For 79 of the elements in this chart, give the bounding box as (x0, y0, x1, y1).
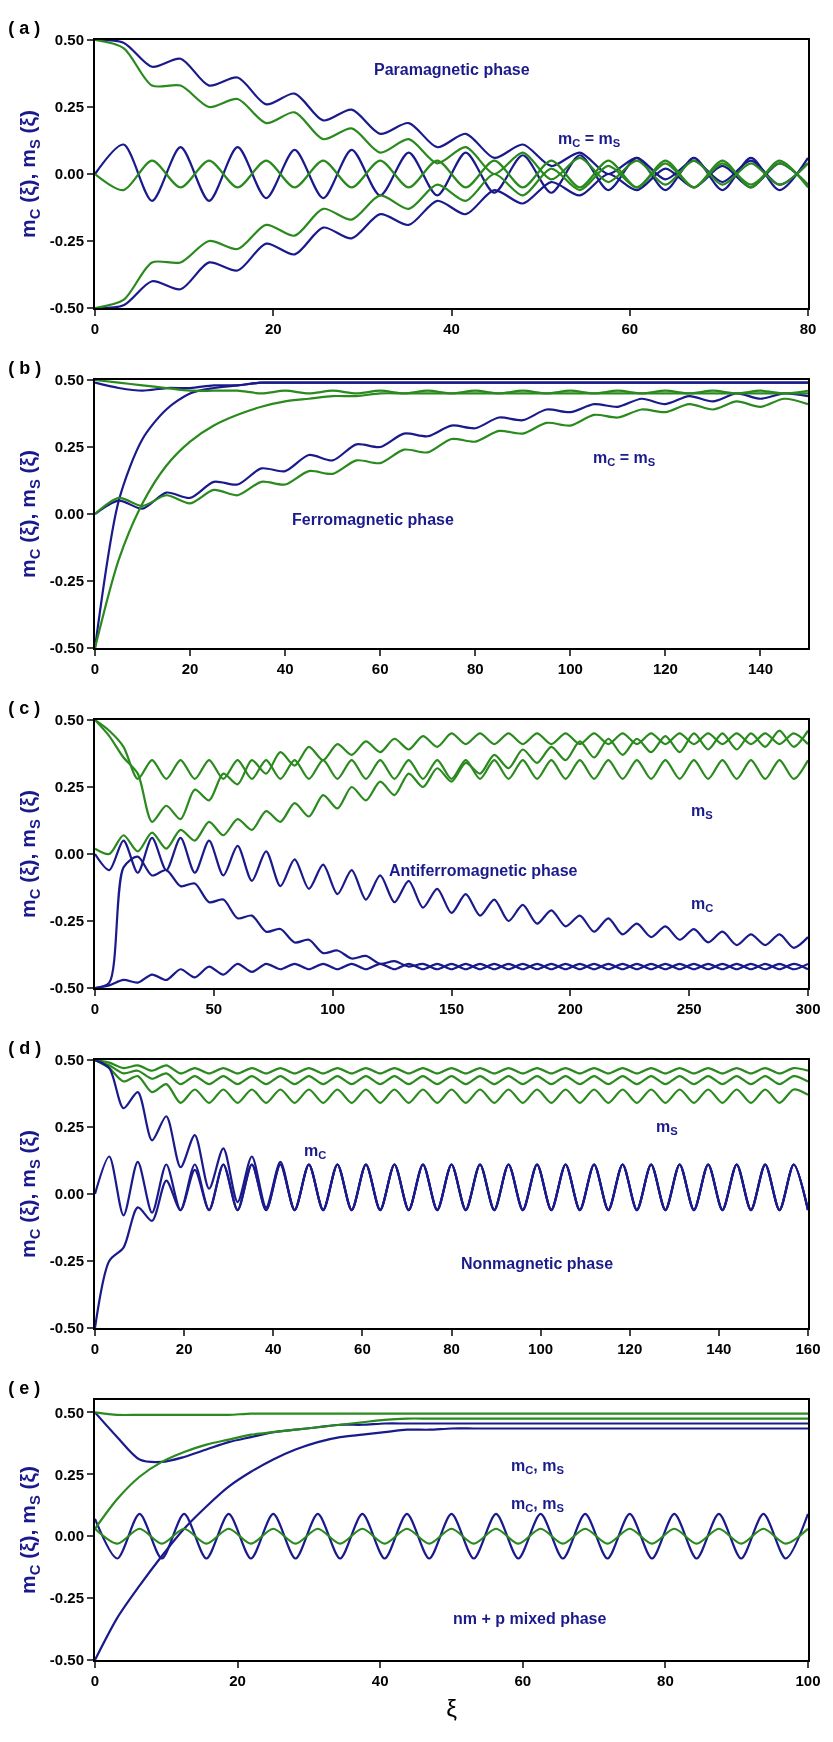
annotation: Nonmagnetic phase (461, 1255, 614, 1272)
y-tick-label: 0.00 (54, 165, 84, 183)
x-tick-label: 0 (90, 320, 100, 337)
y-tick-label: -0.25 (49, 572, 84, 590)
y-tick-label: -0.25 (49, 912, 84, 930)
x-tick-label: 80 (466, 660, 484, 677)
chart-title: ( d ) (8, 1038, 42, 1059)
y-tick-label: 0.50 (54, 1051, 84, 1069)
y-tick-label: -0.50 (49, 979, 84, 997)
x-tick-label: 100 (320, 1000, 346, 1017)
x-tick-label: 0 (90, 1340, 100, 1357)
x-tick-label: 250 (676, 1000, 702, 1017)
y-tick-label: 0.00 (54, 505, 84, 523)
y-tick-label: 0.25 (54, 438, 84, 456)
y-tick-label: 0.00 (54, 1185, 84, 1203)
x-tick-label: 200 (557, 1000, 583, 1017)
x-tick-label: 40 (264, 1340, 282, 1357)
x-tick-label: 60 (354, 1340, 371, 1357)
annotation: m$_{C}$ = m$_{S}$ (558, 130, 621, 150)
x-tick-label: 100 (557, 660, 583, 677)
x-tick-label: 60 (621, 320, 639, 337)
annotation: Paramagnetic phase (374, 61, 530, 78)
x-tick-label: 140 (747, 660, 773, 677)
x-tick-label: 20 (229, 1672, 246, 1689)
annotation: m$_{C}$ (691, 895, 714, 915)
annotation: m$_{C}$ = m$_{S}$ (593, 449, 656, 469)
x-axis-title: ξ (446, 1694, 458, 1722)
y-tick-label: -0.25 (49, 1589, 84, 1607)
y-tick-label: 0.50 (54, 1403, 84, 1421)
x-tick-label: 60 (514, 1672, 532, 1689)
annotation: m$_{C}$, m$_{S}$ (511, 1495, 565, 1515)
y-tick-label: -0.25 (49, 1252, 84, 1270)
x-tick-label: 150 (438, 1000, 465, 1017)
x-tick-label: 20 (264, 320, 282, 337)
y-tick-label: -0.50 (49, 1319, 84, 1337)
x-tick-label: 40 (371, 1672, 389, 1689)
chart-title: ( a ) (8, 18, 41, 39)
x-tick-label: 100 (528, 1340, 554, 1357)
x-tick-label: 120 (617, 1340, 643, 1357)
x-tick-label: 0 (90, 660, 100, 677)
x-tick-label: 40 (276, 660, 294, 677)
y-tick-label: -0.50 (49, 639, 84, 657)
y-tick-label: 0.00 (54, 845, 84, 863)
y-tick-label: 0.25 (54, 778, 84, 796)
x-tick-label: 80 (657, 1672, 674, 1689)
annotation: m$_{C}$, m$_{S}$ (511, 1457, 565, 1477)
y-tick-label: 0.50 (54, 31, 84, 49)
x-tick-label: 80 (799, 320, 817, 337)
chart-title: ( e ) (8, 1378, 41, 1399)
y-tick-label: -0.50 (49, 299, 84, 317)
x-tick-label: 20 (175, 1340, 193, 1357)
x-tick-label: 300 (795, 1000, 821, 1017)
annotation: nm + p mixed phase (453, 1610, 607, 1627)
x-tick-label: 160 (795, 1340, 821, 1357)
y-tick-label: 0.50 (54, 371, 84, 389)
annotation: m$_{S}$ (691, 802, 714, 822)
x-tick-label: 60 (371, 660, 389, 677)
chart-title: ( b ) (8, 358, 42, 379)
x-tick-label: 0 (90, 1000, 100, 1017)
x-tick-label: 140 (706, 1340, 732, 1357)
x-tick-label: 120 (652, 660, 678, 677)
x-tick-label: 0 (90, 1672, 100, 1689)
y-tick-label: 0.00 (54, 1527, 84, 1545)
x-tick-label: 50 (205, 1000, 223, 1017)
x-tick-label: 80 (443, 1340, 460, 1357)
x-tick-label: 20 (181, 660, 199, 677)
y-tick-label: -0.25 (49, 232, 84, 250)
annotation: m$_{S}$ (656, 1118, 679, 1138)
y-tick-label: 0.50 (54, 711, 84, 729)
y-tick-label: 0.25 (54, 1465, 84, 1483)
x-tick-label: 40 (443, 320, 460, 337)
annotation: Ferromagnetic phase (292, 511, 454, 528)
annotation: m$_{C}$ (304, 1142, 327, 1162)
x-tick-label: 100 (795, 1672, 821, 1689)
y-tick-label: -0.50 (49, 1651, 84, 1669)
y-tick-label: 0.25 (54, 1118, 84, 1136)
chart-title: ( c ) (8, 698, 41, 719)
y-tick-label: 0.25 (54, 98, 84, 116)
annotation: Antiferromagnetic phase (389, 862, 578, 879)
